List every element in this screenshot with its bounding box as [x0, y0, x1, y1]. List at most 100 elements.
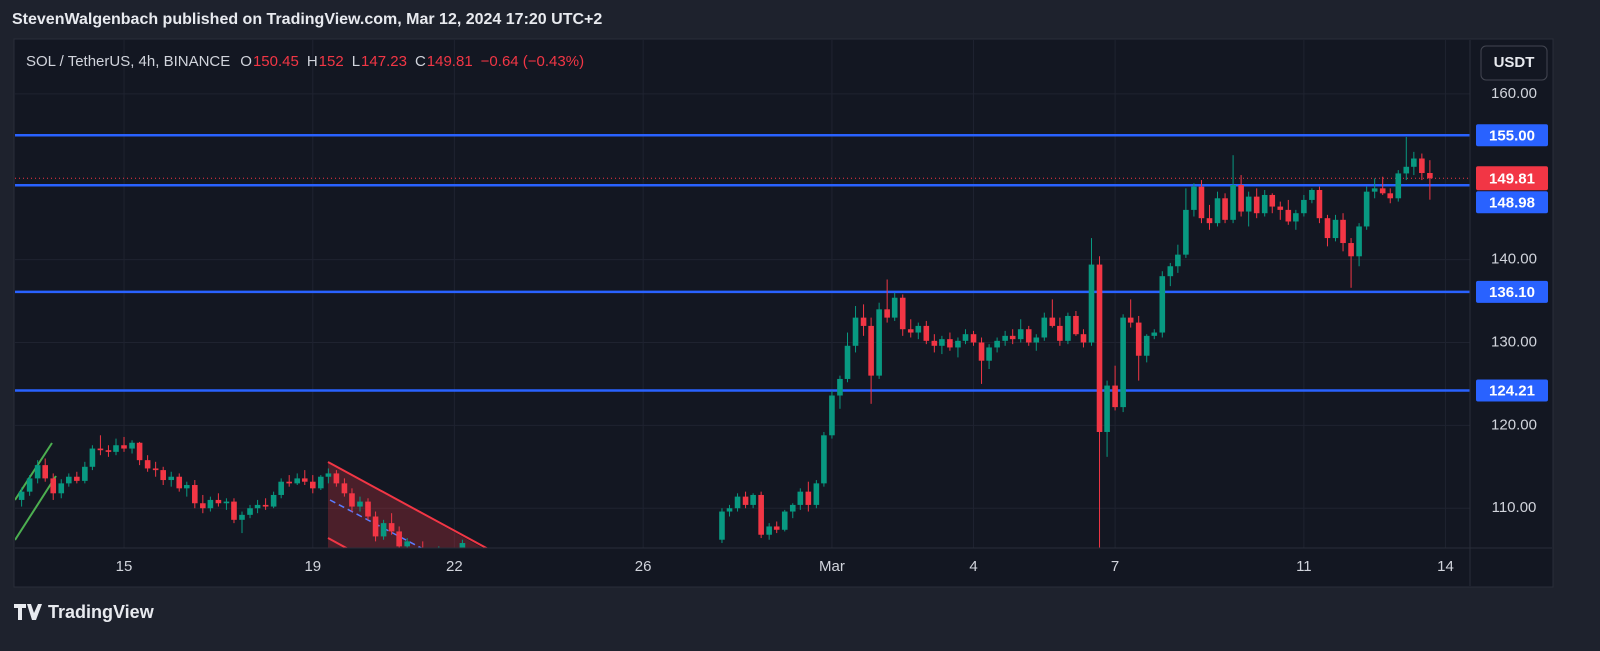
- axes: 160.00 140.00 130.00 120.00 110.00 15 19 22 26 Ma…: [116, 85, 1548, 575]
- candle-body: [1411, 158, 1417, 167]
- candle-body: [105, 450, 112, 452]
- candle-body: [223, 501, 230, 504]
- y-tick-label: 120.00: [1491, 416, 1537, 433]
- candle-body: [1143, 335, 1150, 356]
- candle-body: [1033, 337, 1040, 343]
- currency-button[interactable]: [1480, 45, 1548, 81]
- candle-body: [294, 478, 301, 484]
- candle-body: [1238, 185, 1244, 212]
- candle-body: [1403, 166, 1410, 174]
- candle-body: [26, 478, 33, 492]
- change: −0.64 (−0.43%): [481, 53, 584, 70]
- y-tick-label: 110.00: [1492, 499, 1537, 516]
- candle-body: [1104, 385, 1110, 432]
- candle-body: [388, 523, 395, 532]
- candle-body: [34, 465, 41, 479]
- candle-body: [789, 504, 796, 512]
- level-label-box: [1476, 280, 1548, 303]
- candle-body: [341, 483, 348, 494]
- candle-body: [1348, 243, 1354, 257]
- candle-body: [262, 504, 269, 507]
- candle-body: [231, 501, 237, 520]
- ohlc-label: L: [352, 53, 360, 70]
- candle-body: [1269, 194, 1276, 207]
- candle-body: [805, 491, 812, 505]
- y-tick-label: 140.00: [1491, 251, 1537, 268]
- candle-body: [89, 448, 96, 467]
- candle-body: [183, 485, 190, 489]
- candle-body: [829, 395, 835, 436]
- candle-body: [160, 470, 166, 481]
- candle-body: [781, 511, 788, 530]
- ohlc-label: H: [307, 53, 318, 70]
- footer-logo: [14, 604, 42, 620]
- candle-body: [773, 526, 780, 530]
- x-tick-label: 14: [1437, 558, 1454, 575]
- candle-body: [750, 494, 756, 505]
- candle-body: [1049, 317, 1056, 326]
- candle-body: [844, 345, 851, 379]
- candle-body: [278, 481, 284, 495]
- candle-body: [986, 347, 992, 361]
- candle-body: [365, 501, 371, 517]
- candle-body: [1096, 264, 1103, 432]
- candle-body: [1167, 266, 1174, 277]
- candle-body: [404, 541, 410, 547]
- candle-body: [1316, 189, 1323, 219]
- candle-body: [1356, 226, 1362, 257]
- chart-panel: [13, 38, 1554, 588]
- candle-body: [1395, 173, 1402, 199]
- grid: [15, 40, 1470, 548]
- candle-body: [1332, 219, 1339, 239]
- candle-body: [1277, 206, 1284, 210]
- candle-body: [318, 476, 324, 489]
- candle-body: [1379, 188, 1386, 194]
- publish-line: StevenWalgenbach published on TradingVie…: [12, 11, 602, 28]
- candle-body: [349, 493, 355, 507]
- candle-body: [1340, 219, 1346, 244]
- candle-body: [82, 466, 88, 481]
- candle-body: [1253, 196, 1260, 214]
- candle-body: [50, 478, 57, 494]
- candle-body: [121, 445, 127, 449]
- ohlc-value: 152: [319, 53, 344, 70]
- candle-body: [74, 476, 80, 481]
- candle-body: [1214, 198, 1221, 224]
- price-label-box: [1476, 166, 1548, 191]
- currency[interactable]: USDT: [1494, 54, 1535, 71]
- x-tick-label: 22: [446, 558, 463, 575]
- level-label: 148.98: [1489, 194, 1535, 211]
- level-label-box: [1476, 191, 1548, 214]
- candle-body: [1363, 191, 1370, 227]
- candle-body: [884, 309, 890, 318]
- candle-body: [766, 526, 772, 535]
- candle-body: [200, 503, 206, 509]
- candle-body: [1183, 209, 1189, 255]
- x-tick-label: Mar: [819, 558, 845, 575]
- candle-body: [876, 309, 882, 376]
- candle-body: [821, 435, 827, 484]
- price-label: 149.81: [1489, 170, 1535, 187]
- candle-body: [1017, 329, 1024, 340]
- candle-body: [1293, 213, 1299, 222]
- candle-body: [372, 516, 379, 537]
- candle-body: [1175, 254, 1181, 267]
- symbol: SOL / TetherUS, 4h, BINANCE: [26, 53, 230, 70]
- x-tick-label: 4: [969, 558, 977, 575]
- candle-body: [899, 297, 906, 330]
- candle-body: [1387, 193, 1394, 199]
- candle-body: [1261, 194, 1268, 214]
- candle-body: [1057, 325, 1063, 341]
- legend: SOL / TetherUS, 4h, BINANCE O150.45 H152 L1…: [26, 53, 584, 70]
- x-tick-label: 26: [635, 558, 652, 575]
- ohlc-value: 149.81: [427, 53, 473, 70]
- candle-body: [168, 476, 175, 481]
- candle-body: [1222, 198, 1228, 220]
- candle-body: [1088, 264, 1095, 343]
- candle-body: [939, 339, 945, 346]
- candles: [18, 136, 1433, 548]
- candle-body: [1230, 185, 1236, 220]
- candle-body: [247, 508, 253, 515]
- x-tick-label: 7: [1111, 558, 1119, 575]
